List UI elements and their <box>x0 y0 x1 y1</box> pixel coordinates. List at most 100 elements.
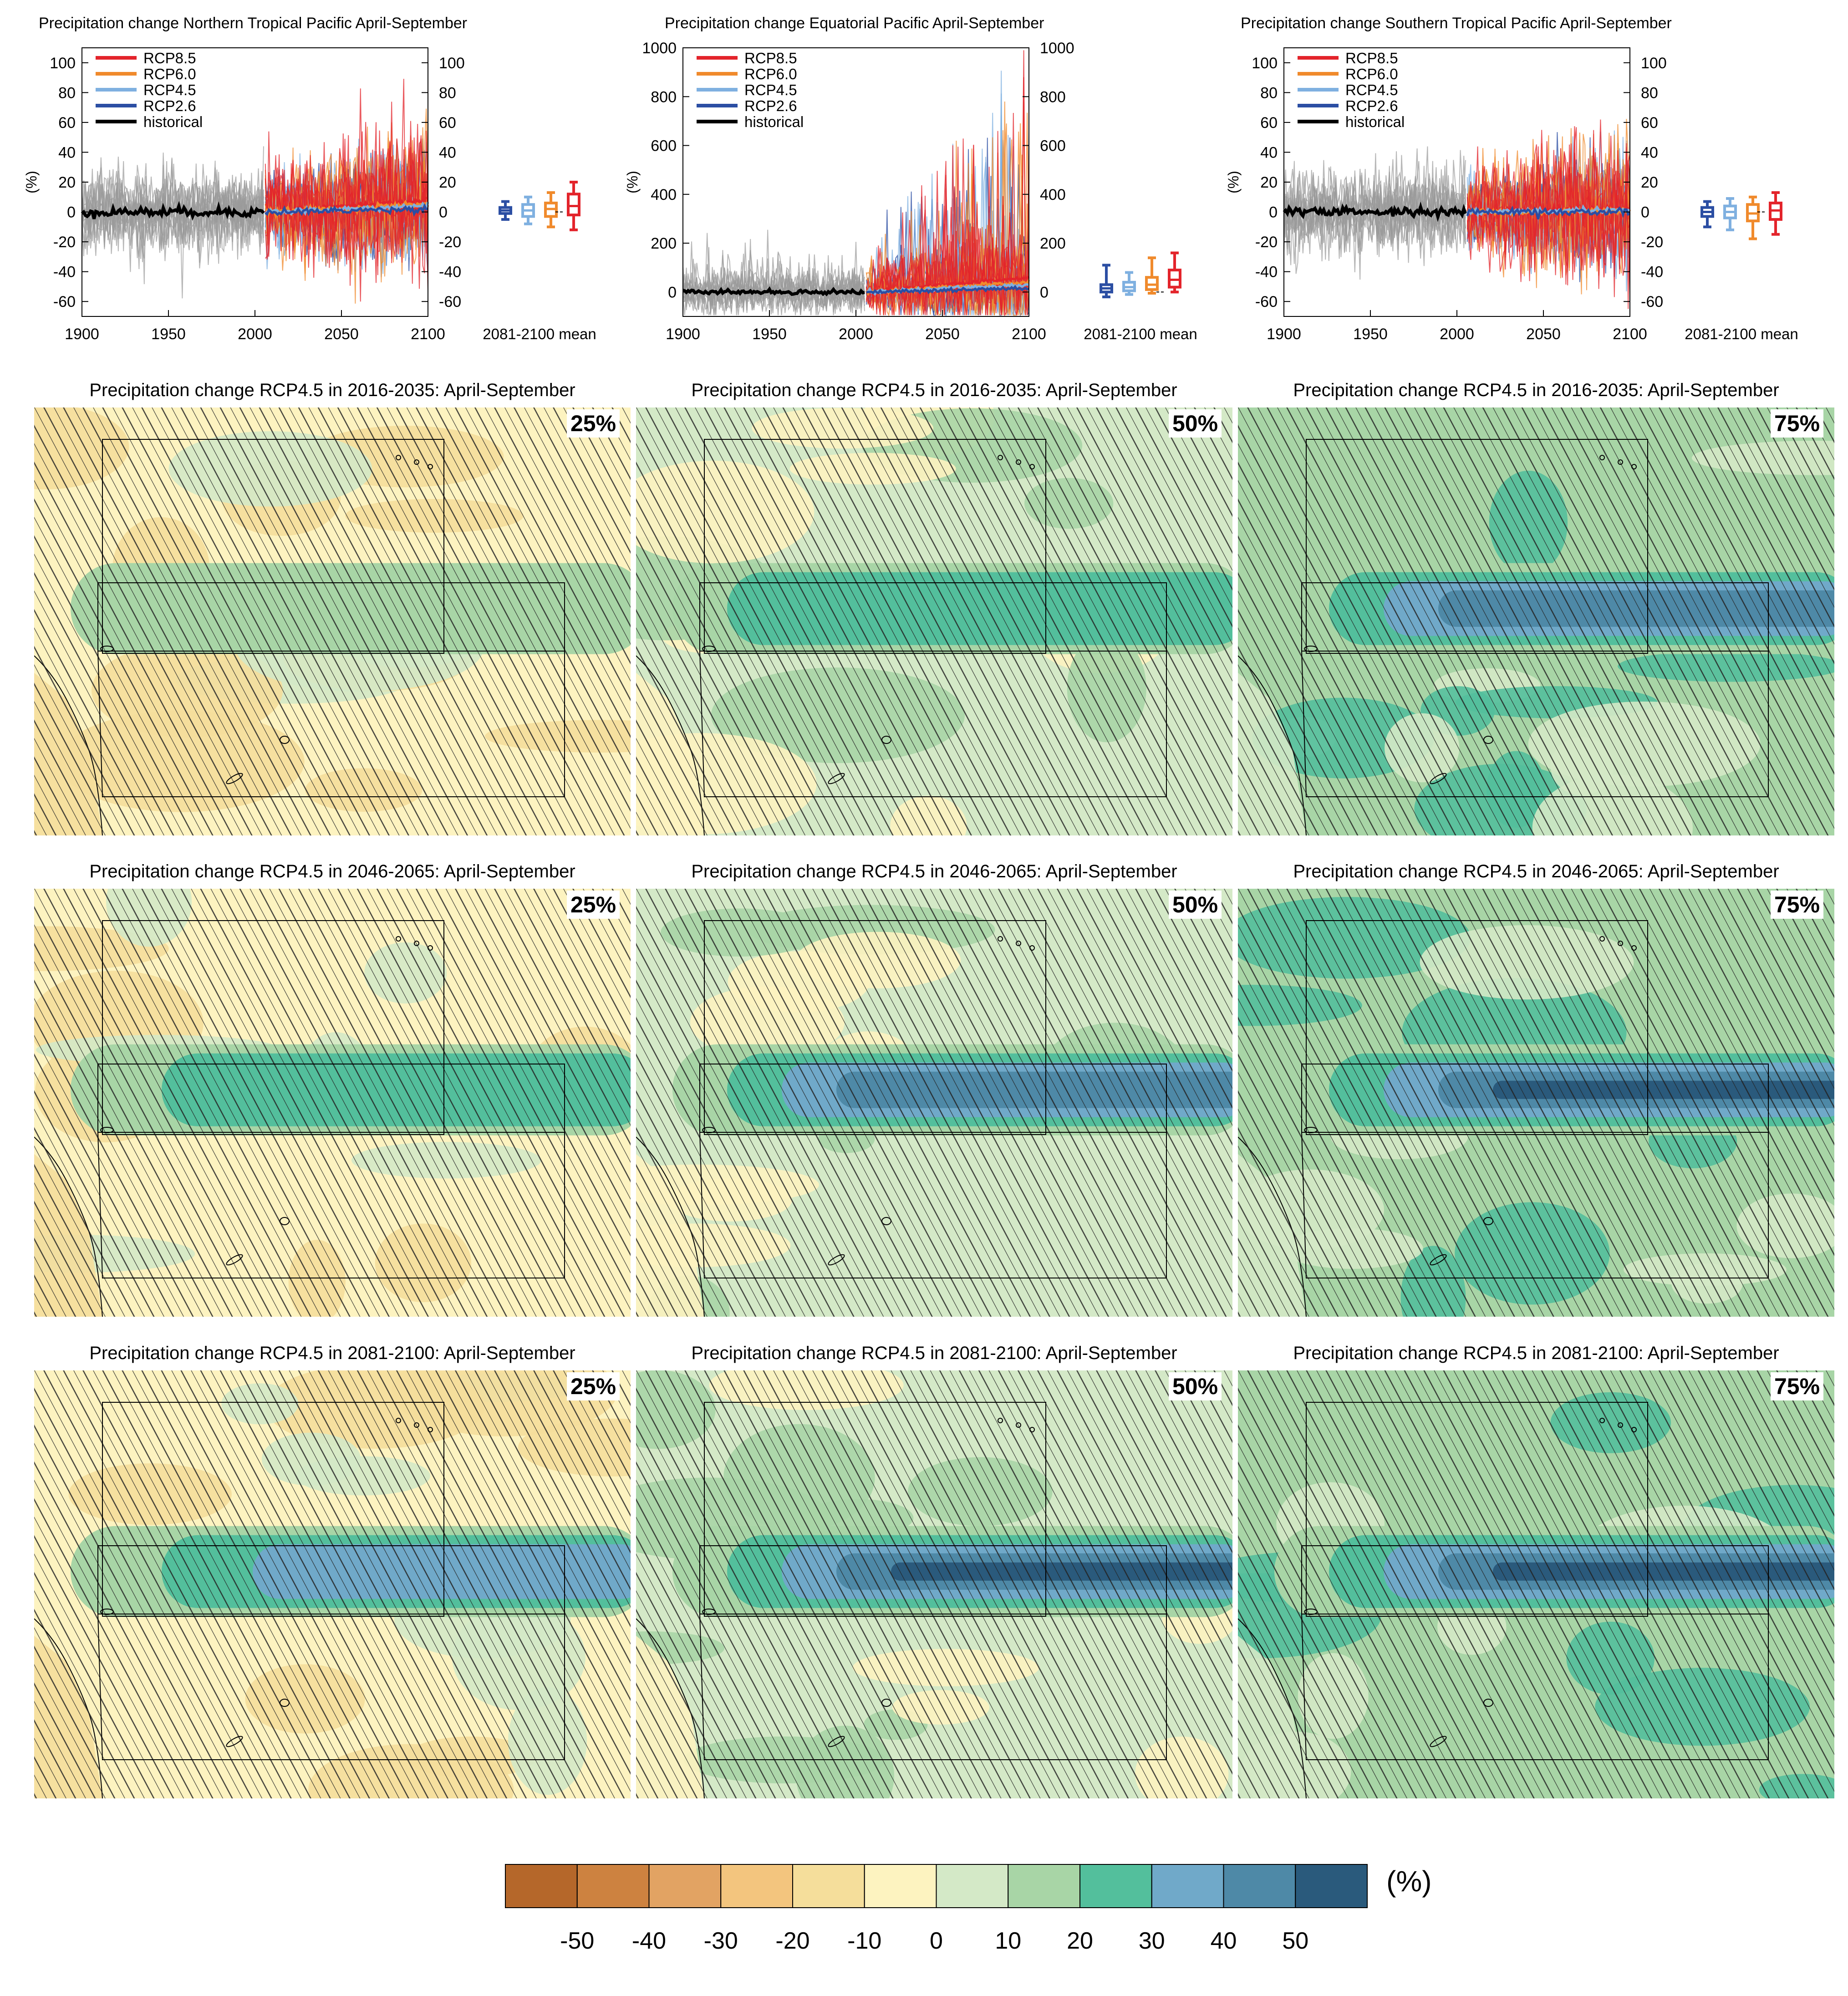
map-title: Precipitation change RCP4.5 in 2016-2035… <box>89 380 575 400</box>
colorbar-tick-label: 20 <box>1067 1928 1093 1954</box>
region-box-north <box>102 920 444 1135</box>
island <box>280 736 290 744</box>
percentile-label: 75% <box>1771 891 1824 919</box>
region-box-north <box>102 439 444 654</box>
y-tick-label: 1000 <box>642 40 677 57</box>
y-tick-label: 40 <box>58 144 76 161</box>
hatch-fill <box>636 1370 1232 1798</box>
hatching <box>34 1370 631 1798</box>
y-tick-label: -20 <box>53 234 76 251</box>
island <box>1029 1427 1035 1432</box>
mean-label: 2081-2100 mean <box>1084 326 1197 342</box>
hatch-fill <box>1238 889 1834 1317</box>
mean-line-rcp26 <box>866 285 1029 295</box>
colorbar-swatch <box>936 1864 1009 1908</box>
box-iqr <box>567 193 580 217</box>
mean-line-historical <box>1283 201 1467 222</box>
y-tick-label: 0 <box>1641 204 1649 221</box>
x-tick-label: 2100 <box>411 326 445 343</box>
y-tick-label: 100 <box>50 55 76 72</box>
island <box>100 1609 114 1615</box>
colorbar-swatch <box>576 1864 650 1908</box>
ensemble-line <box>265 131 428 273</box>
historical-ensemble <box>682 229 865 316</box>
region-box-north <box>1306 1402 1648 1617</box>
island <box>1304 1609 1318 1615</box>
ensemble-line <box>866 131 1029 316</box>
y-tick-label: 600 <box>1040 137 1066 155</box>
y-tick-label: 0 <box>439 204 448 221</box>
map-canvas <box>636 889 1232 1317</box>
colorbar-swatch <box>792 1864 865 1908</box>
island <box>1631 1427 1637 1432</box>
map-title: Precipitation change RCP4.5 in 2081-2100… <box>691 1343 1177 1363</box>
island <box>226 773 243 784</box>
y-axis-label: (%) <box>1225 171 1242 193</box>
y-tick-label: 20 <box>439 174 456 191</box>
y-tick-label: 40 <box>439 144 456 161</box>
island <box>1483 1217 1493 1225</box>
map-panel <box>636 1370 1232 1798</box>
map-canvas <box>34 407 631 835</box>
timeseries-panel-2: Precipitation change Equatorial Pacific … <box>624 9 1220 360</box>
y-tick-label: 40 <box>1260 144 1278 161</box>
hatching <box>636 889 1232 1317</box>
timeseries-title: Precipitation change Northern Tropical P… <box>39 15 468 32</box>
y-tick-label: 400 <box>651 186 677 204</box>
island <box>396 1418 401 1423</box>
map-canvas <box>636 407 1232 835</box>
island <box>1599 936 1605 942</box>
island <box>428 1427 433 1432</box>
region-box-south <box>1301 1132 1769 1278</box>
percentile-label: 25% <box>567 891 620 919</box>
map-panel <box>34 407 631 835</box>
y-tick-label: 200 <box>1040 235 1066 252</box>
y-tick-label: 20 <box>1260 174 1278 191</box>
legend-label: RCP6.0 <box>143 66 196 82</box>
island <box>1304 1127 1318 1133</box>
map-panel <box>34 889 631 1317</box>
y-tick-label: 60 <box>439 114 456 132</box>
ensemble-line <box>81 165 264 285</box>
island <box>998 455 1003 460</box>
y-tick-label: 0 <box>1040 284 1049 301</box>
map-title: Precipitation change RCP4.5 in 2046-2065… <box>89 861 575 881</box>
legend-label: historical <box>744 113 804 130</box>
region-box-north <box>704 1402 1046 1617</box>
map-panel <box>34 1370 631 1798</box>
island <box>280 1699 290 1707</box>
colorbar-tick-label: 50 <box>1282 1928 1308 1954</box>
colorbar-swatch <box>720 1864 793 1908</box>
legend-label: historical <box>1345 113 1405 130</box>
box-iqr <box>1145 276 1159 291</box>
percentile-label: 25% <box>567 1372 620 1400</box>
colorbar-swatch <box>864 1864 937 1908</box>
y-tick-label: -40 <box>1255 264 1278 281</box>
legend-label: RCP4.5 <box>143 81 196 98</box>
y-tick-label: 60 <box>58 114 76 132</box>
colorbar-tick-label: 0 <box>930 1928 943 1954</box>
region-box-north <box>102 1402 444 1617</box>
region-box-south <box>97 1614 565 1760</box>
island <box>280 1217 290 1225</box>
island <box>702 646 716 652</box>
island <box>998 1418 1003 1423</box>
y-tick-label: 400 <box>1040 186 1066 204</box>
island <box>414 1422 419 1428</box>
region-box-north <box>704 920 1046 1135</box>
island <box>828 1254 845 1266</box>
colorbar-tick-label: -40 <box>632 1928 666 1954</box>
island <box>1016 941 1021 946</box>
mean-line-historical <box>682 286 865 297</box>
region-box-north <box>1306 920 1648 1135</box>
x-tick-label: 1950 <box>752 326 787 343</box>
y-tick-label: 100 <box>439 55 465 72</box>
ensemble-line <box>682 255 865 311</box>
y-tick-label: -60 <box>53 293 76 311</box>
island <box>396 936 401 942</box>
hatch-fill <box>34 1370 631 1798</box>
island <box>1599 455 1605 460</box>
island <box>881 736 891 744</box>
map-canvas <box>636 1370 1232 1798</box>
map-panel <box>1238 889 1834 1317</box>
